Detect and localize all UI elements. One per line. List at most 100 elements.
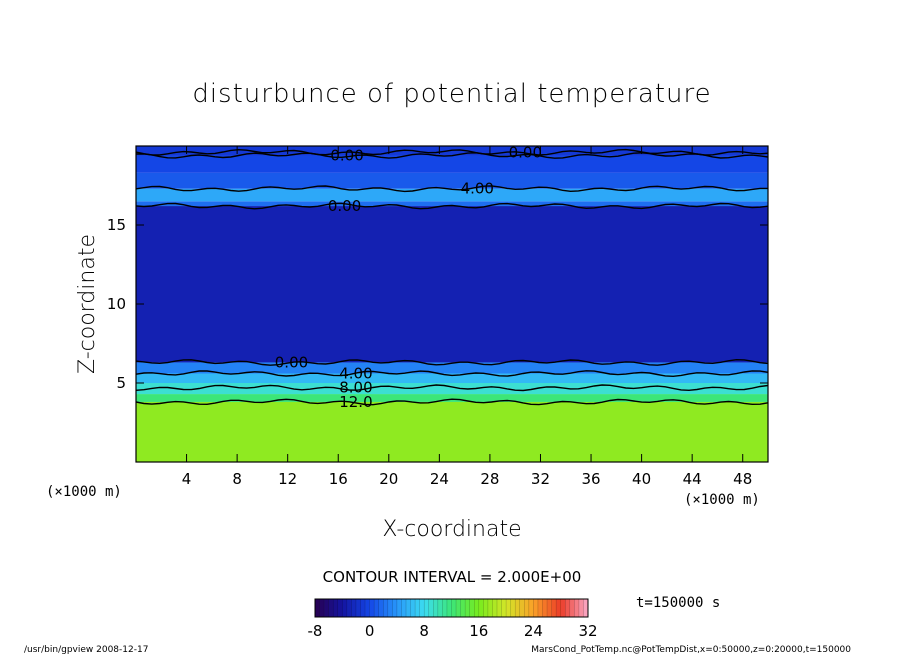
contour-line-6 xyxy=(136,152,768,159)
x-unit-right: (×1000 m) xyxy=(684,492,760,508)
colorbar-cell-40 xyxy=(497,599,502,617)
footer-right: MarsCond_PotTemp.nc@PotTempDist,x=0:5000… xyxy=(531,645,851,654)
colorbar-cell-21 xyxy=(410,599,416,617)
y-tick-label-1: 10 xyxy=(107,295,126,313)
colorbar-cell-37 xyxy=(483,599,489,617)
x-unit-left: (×1000 m) xyxy=(46,484,122,500)
colorbar-cell-27 xyxy=(437,599,443,617)
colorbar-cell-6 xyxy=(342,599,348,617)
heat-layer-2 xyxy=(136,383,768,395)
colorbar-cell-55 xyxy=(565,599,571,617)
contour-line-0 xyxy=(136,398,768,406)
heatmap-layers xyxy=(136,146,768,462)
contour-line-7 xyxy=(136,148,768,156)
heat-layer-9 xyxy=(136,155,768,173)
colorbar-cell-2 xyxy=(324,599,329,617)
x-tick-label-0: 4 xyxy=(182,470,192,488)
heat-layer-5 xyxy=(136,206,768,363)
contour-lines xyxy=(136,148,768,406)
heat-layer-6 xyxy=(136,201,768,207)
colorbar-cell-54 xyxy=(560,599,566,617)
contour-label-3: 0.00 xyxy=(275,353,308,371)
colorbar-cell-25 xyxy=(428,599,434,617)
colorbar-tick-label-2: 8 xyxy=(419,622,429,640)
x-tick-label-10: 44 xyxy=(683,470,702,488)
colorbar-cell-31 xyxy=(456,599,461,617)
colorbar-cell-9 xyxy=(355,599,361,617)
x-axis-ticks: 4 8 12 16 20 24 28 32 36 40 44 48 xyxy=(182,146,752,488)
colorbar-cell-43 xyxy=(510,599,516,617)
footer-left: /usr/bin/gpview 2008-12-17 xyxy=(24,645,148,654)
colorbar-cell-8 xyxy=(351,599,357,617)
colorbar-cell-49 xyxy=(537,599,543,617)
x-tick-label-2: 12 xyxy=(278,470,297,488)
colorbar-cell-41 xyxy=(501,599,507,617)
colorbar-cell-53 xyxy=(556,599,561,617)
y-axis-label: Z-coordinate xyxy=(75,234,100,374)
colorbar-cell-51 xyxy=(547,599,552,617)
contour-label-7: 0.00 xyxy=(509,143,542,161)
heat-layer-8 xyxy=(136,172,768,189)
x-tick-label-11: 48 xyxy=(733,470,752,488)
colorbar-cell-33 xyxy=(465,599,470,617)
colorbar-cell-10 xyxy=(360,599,366,617)
contour-line-4 xyxy=(136,202,768,210)
contour-label-1: 8.00 xyxy=(339,379,372,397)
colorbar-cell-22 xyxy=(415,599,420,617)
colorbar-cell-19 xyxy=(401,599,407,617)
colorbar-cell-15 xyxy=(383,599,389,617)
contour-label-0: 12.0 xyxy=(339,393,372,411)
chart-title: disturbunce of potential temperature xyxy=(192,79,711,109)
colorbar-cell-47 xyxy=(528,599,534,617)
x-tick-label-3: 16 xyxy=(329,470,348,488)
colorbar-cell-57 xyxy=(574,599,580,617)
colorbar-cell-4 xyxy=(333,599,339,617)
colorbar-cell-59 xyxy=(583,599,589,617)
contour-line-2 xyxy=(136,370,768,378)
colorbar-cell-24 xyxy=(424,599,430,617)
colorbar-cell-28 xyxy=(442,599,448,617)
contour-label-5: 4.00 xyxy=(461,180,494,198)
x-tick-label-8: 36 xyxy=(581,470,600,488)
colorbar-cell-42 xyxy=(506,599,511,617)
contour-interval-label: CONTOUR INTERVAL = 2.000E+00 xyxy=(323,568,582,586)
colorbar-tick-labels: -8 0 8 16 24 32 xyxy=(308,622,598,640)
colorbar-cell-39 xyxy=(492,599,498,617)
colorbar-tick-label-3: 16 xyxy=(469,622,488,640)
heat-layer-7 xyxy=(136,188,768,202)
colorbar-cell-45 xyxy=(519,599,525,617)
colorbar-cell-17 xyxy=(392,599,398,617)
heat-layer-3 xyxy=(136,373,768,383)
colorbar xyxy=(314,598,589,618)
colorbar-cell-34 xyxy=(469,599,475,617)
colorbar-cell-12 xyxy=(369,599,375,617)
colorbar-tick-label-4: 24 xyxy=(524,622,543,640)
colorbar-cell-7 xyxy=(346,599,352,617)
y-axis-ticks: 5 10 15 xyxy=(107,216,768,392)
contour-label-2: 4.00 xyxy=(339,365,372,383)
colorbar-cell-58 xyxy=(578,599,584,617)
x-axis-label: X-coordinate xyxy=(382,517,521,542)
heat-layer-1 xyxy=(136,394,768,402)
x-tick-label-1: 8 xyxy=(232,470,242,488)
contour-label-6: 0.00 xyxy=(330,146,363,164)
contour-line-5 xyxy=(136,185,768,193)
x-tick-label-4: 20 xyxy=(379,470,398,488)
colorbar-cell-20 xyxy=(406,599,411,617)
colorbar-cell-11 xyxy=(365,599,370,617)
colorbar-cell-36 xyxy=(478,599,484,617)
x-tick-label-6: 28 xyxy=(480,470,499,488)
time-label: t=150000 s xyxy=(636,595,720,611)
colorbar-cell-29 xyxy=(446,599,452,617)
colorbar-cell-30 xyxy=(451,599,457,617)
heat-layer-0 xyxy=(136,401,768,462)
contour-line-3 xyxy=(136,358,768,366)
colorbar-cell-13 xyxy=(374,599,379,617)
heat-layer-4 xyxy=(136,362,768,374)
colorbar-cell-32 xyxy=(460,599,466,617)
colorbar-cell-26 xyxy=(433,599,439,617)
colorbar-cell-35 xyxy=(474,599,480,617)
y-tick-label-2: 15 xyxy=(107,216,126,234)
colorbar-tick-label-0: -8 xyxy=(308,622,323,640)
colorbar-cell-0 xyxy=(315,599,320,617)
